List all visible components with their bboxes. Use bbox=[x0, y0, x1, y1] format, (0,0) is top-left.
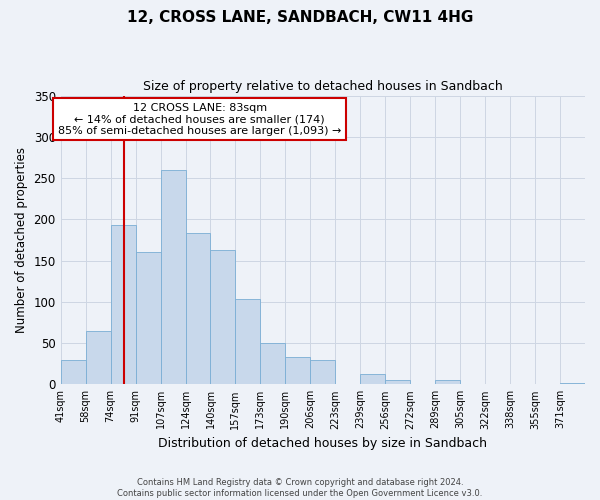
Bar bbox=[136, 252, 161, 384]
Bar bbox=[360, 374, 385, 384]
Bar bbox=[161, 170, 185, 384]
X-axis label: Distribution of detached houses by size in Sandbach: Distribution of detached houses by size … bbox=[158, 437, 487, 450]
Bar bbox=[385, 380, 410, 384]
Bar bbox=[61, 360, 86, 384]
Bar bbox=[286, 357, 310, 384]
Text: 12 CROSS LANE: 83sqm
← 14% of detached houses are smaller (174)
85% of semi-deta: 12 CROSS LANE: 83sqm ← 14% of detached h… bbox=[58, 103, 341, 136]
Bar bbox=[260, 343, 286, 384]
Bar bbox=[310, 360, 335, 384]
Bar bbox=[86, 330, 110, 384]
Text: Contains HM Land Registry data © Crown copyright and database right 2024.
Contai: Contains HM Land Registry data © Crown c… bbox=[118, 478, 482, 498]
Bar bbox=[110, 225, 136, 384]
Bar bbox=[185, 234, 211, 384]
Text: 12, CROSS LANE, SANDBACH, CW11 4HG: 12, CROSS LANE, SANDBACH, CW11 4HG bbox=[127, 10, 473, 25]
Bar bbox=[435, 380, 460, 384]
Title: Size of property relative to detached houses in Sandbach: Size of property relative to detached ho… bbox=[143, 80, 503, 93]
Bar bbox=[211, 250, 235, 384]
Bar bbox=[235, 300, 260, 384]
Bar bbox=[560, 382, 585, 384]
Y-axis label: Number of detached properties: Number of detached properties bbox=[15, 147, 28, 333]
